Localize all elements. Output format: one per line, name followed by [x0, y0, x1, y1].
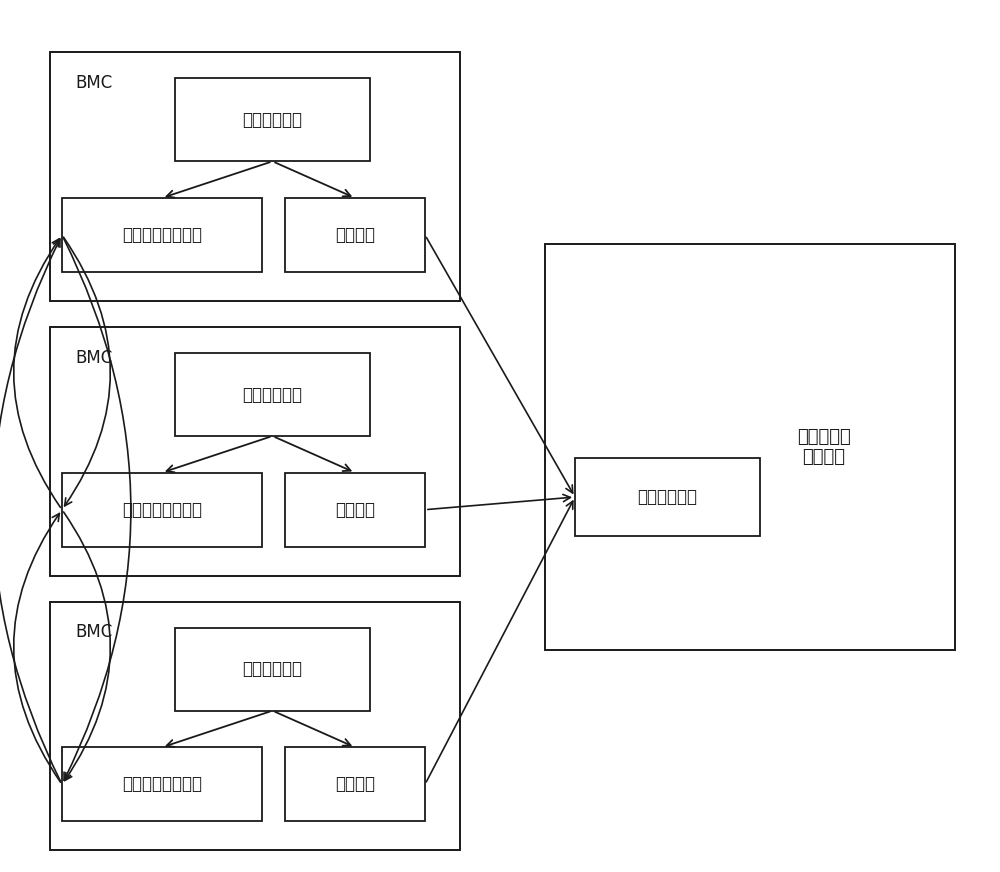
FancyArrowPatch shape: [14, 514, 60, 782]
Text: BMC: BMC: [75, 623, 112, 642]
Text: 逻辑时钟同步模块: 逻辑时钟同步模块: [122, 501, 202, 519]
Text: 逻辑时钟同步模块: 逻辑时钟同步模块: [122, 226, 202, 244]
Bar: [175, 353, 370, 436]
FancyArrowPatch shape: [63, 237, 131, 780]
Text: 日志记录模块: 日志记录模块: [242, 385, 302, 404]
Bar: [175, 628, 370, 711]
FancyArrowPatch shape: [64, 512, 110, 780]
Text: 日志搜集模块: 日志搜集模块: [638, 488, 698, 506]
Bar: [50, 327, 460, 576]
Text: BMC: BMC: [75, 74, 112, 92]
Bar: [62, 473, 262, 547]
Text: 通信模块: 通信模块: [335, 501, 375, 519]
Text: 逻辑时钟同步模块: 逻辑时钟同步模块: [122, 775, 202, 794]
Bar: [285, 473, 425, 547]
Bar: [62, 747, 262, 821]
Bar: [285, 198, 425, 272]
Bar: [62, 198, 262, 272]
Bar: [575, 458, 760, 536]
FancyArrowPatch shape: [64, 237, 110, 506]
Text: 日志记录模块: 日志记录模块: [242, 660, 302, 678]
Text: 通信模块: 通信模块: [335, 226, 375, 244]
Text: 服务器集群
管理系统: 服务器集群 管理系统: [797, 427, 851, 467]
Text: BMC: BMC: [75, 349, 112, 367]
Bar: [545, 244, 955, 650]
Bar: [50, 52, 460, 301]
Bar: [175, 78, 370, 161]
FancyArrowPatch shape: [0, 239, 61, 782]
Text: 日志记录模块: 日志记录模块: [242, 111, 302, 129]
Bar: [285, 747, 425, 821]
FancyArrowPatch shape: [14, 239, 60, 508]
Bar: [50, 602, 460, 850]
Text: 通信模块: 通信模块: [335, 775, 375, 794]
